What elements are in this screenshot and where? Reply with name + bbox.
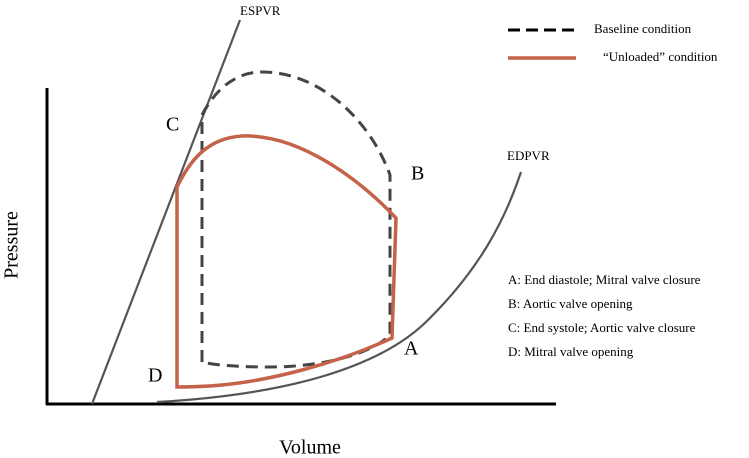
espvr-line xyxy=(90,19,242,405)
legend-label: Baseline condition xyxy=(594,21,692,36)
point-label: D xyxy=(148,365,162,387)
point-label: B xyxy=(411,163,424,185)
point-label: C xyxy=(166,114,179,136)
edpvr-label: EDPVR xyxy=(507,148,550,163)
legend-label: “Unloaded” condition xyxy=(603,49,718,64)
baseline-loop xyxy=(200,70,392,369)
unloaded-loop xyxy=(175,134,398,389)
edpvr-curve xyxy=(156,171,523,404)
y-axis-label: Pressure xyxy=(1,211,23,279)
note: B: Aortic valve opening xyxy=(508,296,633,311)
note: D: Mitral valve opening xyxy=(508,344,634,359)
x-axis-label: Volume xyxy=(279,437,341,458)
point-label: A xyxy=(404,338,419,360)
note: A: End diastole; Mitral valve closure xyxy=(508,272,701,287)
note: C: End systole; Aortic valve closure xyxy=(508,320,696,335)
espvr-label: ESPVR xyxy=(240,3,281,18)
